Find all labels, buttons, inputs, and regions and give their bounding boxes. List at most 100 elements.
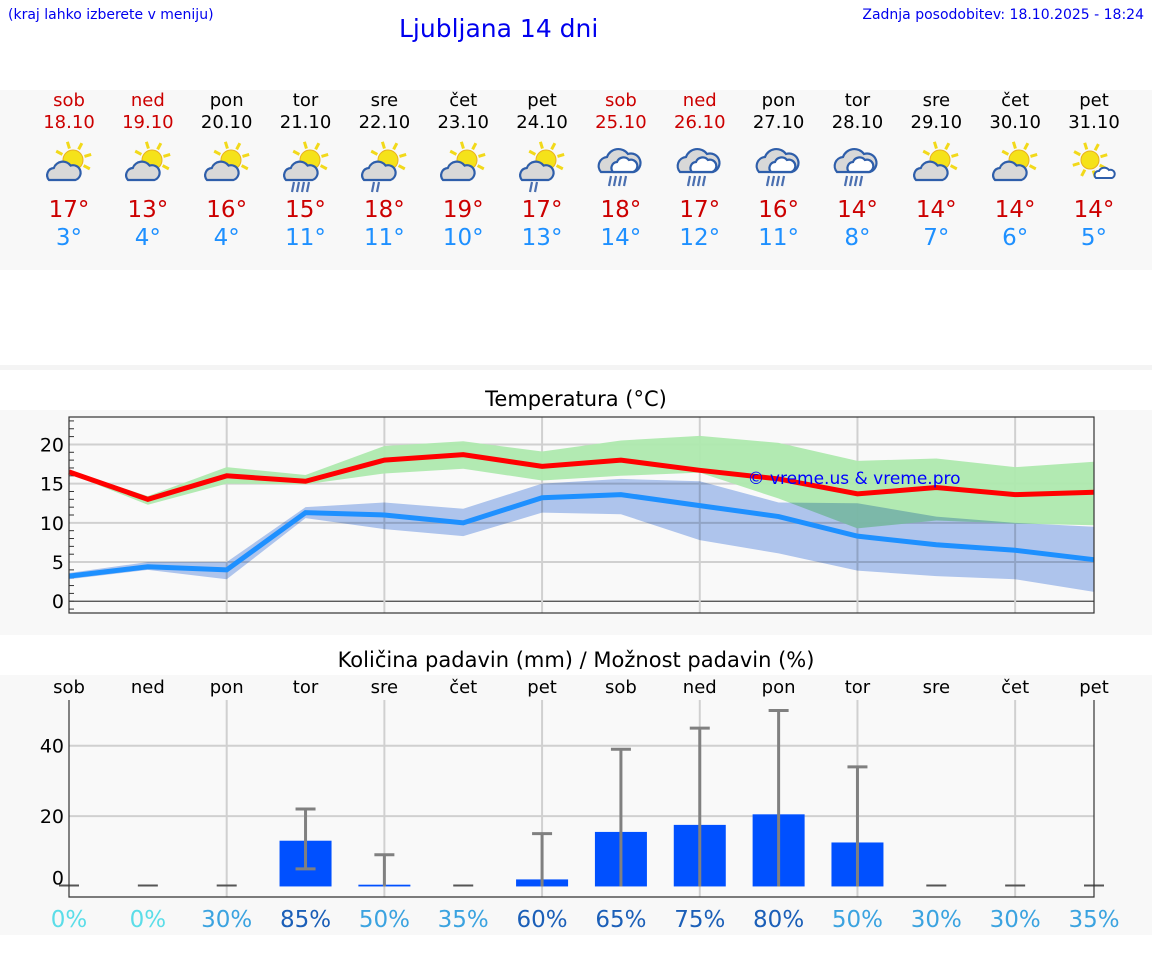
x-category-label: čet [449,677,477,698]
y-tick-label: 15 [40,474,64,496]
sun-cloud-icon [992,141,1038,182]
y-tick-label: 0 [52,867,64,889]
min-temperature: 8° [844,225,871,251]
x-category-label: sre [923,677,950,698]
sun-cloud-icon [913,141,959,182]
x-category-label: pet [527,677,557,698]
max-temperature: 17° [48,197,90,223]
day-name: sob [605,90,637,111]
x-category-label: pon [762,677,796,698]
max-temperature: 16° [758,197,799,223]
day-name: pon [761,90,796,111]
x-category-label: tor [293,677,319,698]
max-temperature: 15° [285,197,326,223]
sun-cloud-icon [46,141,92,182]
day-forecast: pet 31.10 14° 5° [1055,90,1134,252]
day-name: pon [209,90,244,111]
y-tick-label: 40 [40,736,64,758]
sun-cloud-icon [124,141,171,182]
max-temperature: 14° [994,197,1036,223]
divider [0,365,1152,370]
min-temperature: 6° [1002,225,1029,251]
y-tick-label: 5 [52,552,64,574]
day-forecast: sre 29.10 14° 7° [897,90,976,252]
sun-small-cloud-icon [1072,142,1116,179]
x-category-label: ned [683,677,717,698]
precipitation-probability: 65% [595,907,646,933]
min-temperature: 11° [363,225,405,251]
day-forecast: sob 18.10 17° 3° [30,90,109,252]
precipitation-probability: 30% [201,907,252,933]
day-forecast: tor 21.10 15° 11° [266,90,345,252]
day-name: tor [844,90,871,111]
x-category-label: čet [1001,677,1029,698]
precipitation-probability: 75% [674,907,725,933]
precipitation-probability: 50% [359,907,410,933]
day-date: 26.10 [674,112,726,133]
precipitation-probability: 80% [753,907,804,933]
day-date: 24.10 [516,112,568,133]
day-date: 22.10 [358,112,411,133]
precipitation-probability: 35% [1068,907,1119,933]
day-name: pet [1079,90,1109,111]
precipitation-probability: 0% [51,907,88,933]
sun-cloud-icon [440,141,486,182]
day-forecast: ned 19.10 13° 4° [108,90,187,252]
y-tick-label: 10 [40,513,64,535]
day-forecast: pon 20.10 16° 4° [187,90,266,252]
y-tick-label: 20 [40,434,64,456]
cloud-rain-icon [755,147,800,187]
day-date: 20.10 [200,112,253,133]
day-name: čet [1001,90,1030,111]
min-temperature: 3° [55,225,83,251]
cloud-rain-icon [834,147,879,187]
y-tick-label: 20 [40,806,64,828]
day-date: 23.10 [437,112,489,133]
x-category-label: ned [131,677,165,698]
temperature-chart-title: Temperatura (°C) [485,387,667,411]
precipitation-probability: 85% [280,907,331,933]
day-date: 25.10 [595,112,647,133]
day-name: sre [922,90,951,111]
x-category-label: pon [210,677,244,698]
plot-frame [68,700,1095,898]
sun-cloud-rain-icon [282,141,329,193]
precipitation-probability: 0% [130,907,167,933]
min-temperature: 14° [600,225,642,251]
watermark: © vreme.us & vreme.pro [747,469,960,489]
day-forecast: sre 22.10 18° 11° [345,90,424,252]
day-forecast: čet 30.10 14° 6° [976,90,1055,252]
day-date: 31.10 [1068,112,1120,133]
daily-forecast-strip: sob 18.10 17° 3° ned 19.10 13° 4° pon 20.10 1… [0,90,1152,270]
sun-cloud-icon [203,141,250,182]
min-range-band [69,478,1094,592]
y-tick-label: 0 [52,591,64,613]
day-date: 19.10 [122,112,174,133]
precipitation-chart-title: Količina padavin (mm) / Možnost padavin … [337,648,815,672]
day-date: 18.10 [43,112,95,133]
max-temperature: 14° [915,197,957,223]
min-temperature: 7° [923,225,950,251]
day-date: 29.10 [910,112,963,133]
x-category-label: pet [1079,677,1109,698]
cloud-rain-icon [676,147,721,187]
day-forecast: sob 25.10 18° 14° [581,90,660,252]
day-name: ned [130,90,165,111]
min-temperature: 10° [442,225,484,251]
x-category-label: sob [53,677,85,698]
min-temperature: 4° [213,225,240,251]
cloud-rain-icon [597,147,642,187]
day-date: 30.10 [989,112,1041,133]
x-category-label: sre [371,677,398,698]
max-temperature: 17° [521,197,563,223]
precipitation-probability: 30% [990,907,1041,933]
day-forecast: pon 27.10 16° 11° [739,90,818,252]
max-temperature: 19° [442,197,484,223]
sun-cloud-light-rain-icon [519,141,565,193]
precipitation-probability: 35% [438,907,489,933]
precipitation-probability: 50% [832,907,883,933]
last-updated: Zadnja posodobitev: 18.10.2025 - 18:24 [862,7,1144,23]
x-category-label: sob [605,677,637,698]
day-date: 27.10 [752,112,805,133]
max-temperature: 18° [600,197,642,223]
